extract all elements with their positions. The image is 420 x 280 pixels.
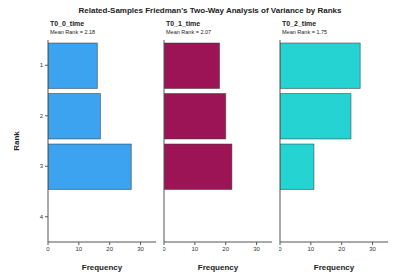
svg-text:20: 20 bbox=[338, 246, 345, 252]
html-text:Mean Rank = 2.07: Mean Rank = 2.07 bbox=[166, 29, 212, 35]
svg-text:30: 30 bbox=[369, 246, 376, 252]
html-text:Related-Samples Friedman's Two: Related-Samples Friedman's Two-Way Analy… bbox=[78, 6, 342, 15]
html-text:Mean Rank = 2.18: Mean Rank = 2.18 bbox=[50, 29, 96, 35]
svg-text:10: 10 bbox=[308, 246, 315, 252]
svg-text:Frequency: Frequency bbox=[82, 263, 123, 272]
svg-text:20: 20 bbox=[222, 246, 229, 252]
svg-text:3: 3 bbox=[40, 163, 44, 169]
svg-text:0: 0 bbox=[163, 246, 166, 252]
html-text:T0_1_time: T0_1_time bbox=[166, 20, 201, 27]
svg-text:30: 30 bbox=[137, 246, 144, 252]
html-text:T0_0_time: T0_0_time bbox=[50, 20, 85, 27]
html-text:Mean Rank = 1.75: Mean Rank = 1.75 bbox=[282, 29, 328, 35]
svg-text:0: 0 bbox=[279, 246, 282, 252]
svg-text:20: 20 bbox=[106, 246, 113, 252]
svg-text:Rank: Rank bbox=[14, 131, 21, 151]
svg-text:4: 4 bbox=[40, 214, 44, 220]
svg-text:10: 10 bbox=[76, 246, 83, 252]
svg-text:2: 2 bbox=[40, 113, 44, 119]
svg-text:1: 1 bbox=[40, 62, 44, 68]
svg-text:30: 30 bbox=[253, 246, 260, 252]
svg-text:0: 0 bbox=[46, 246, 50, 252]
svg-text:Frequency: Frequency bbox=[314, 263, 355, 272]
svg-text:Frequency: Frequency bbox=[198, 263, 239, 272]
html-text:T0_2_time: T0_2_time bbox=[282, 20, 317, 27]
svg-text:10: 10 bbox=[192, 246, 199, 252]
